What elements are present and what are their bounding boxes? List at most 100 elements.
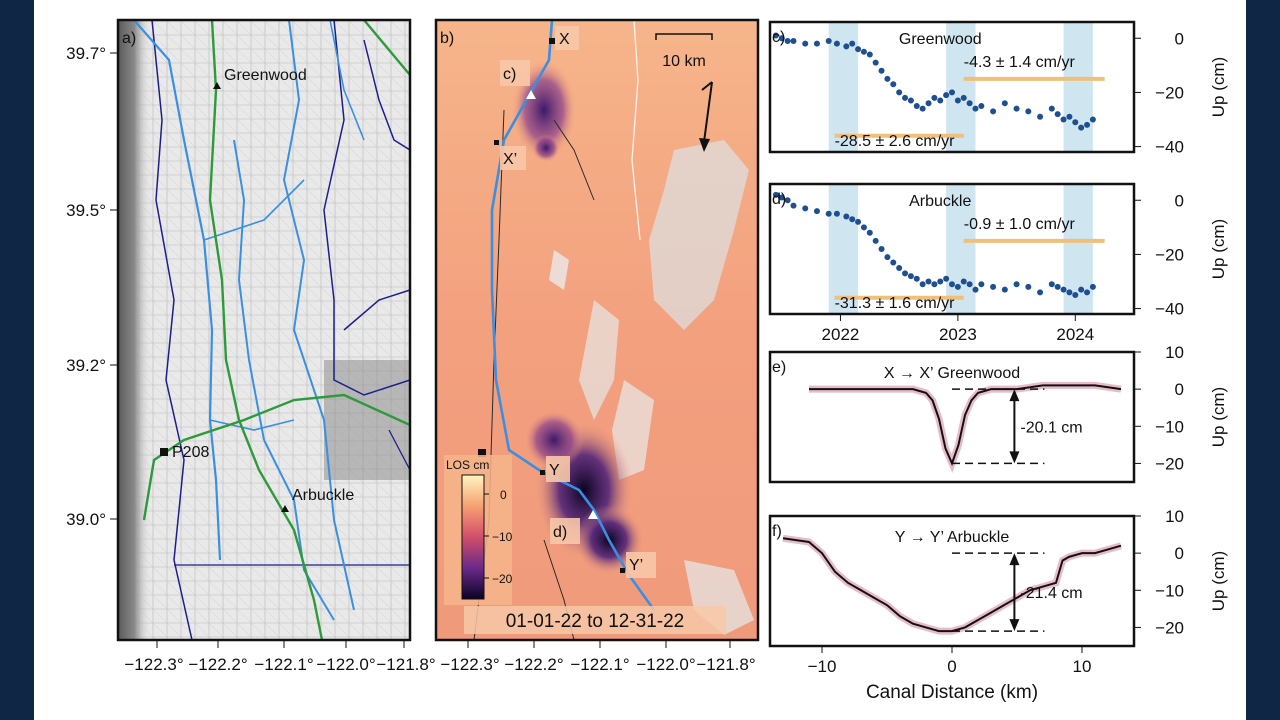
magnitude-annotation: -21.4 cm bbox=[1020, 585, 1082, 602]
data-point bbox=[778, 35, 785, 42]
y-tick-label: 0 bbox=[1175, 191, 1184, 210]
colorbar-tick: 0 bbox=[500, 488, 507, 502]
data-point bbox=[855, 46, 862, 53]
colorbar-tick: −20 bbox=[492, 572, 513, 586]
data-point bbox=[1060, 286, 1067, 293]
data-point bbox=[784, 37, 791, 44]
data-point bbox=[937, 97, 944, 104]
greenwood-label: Greenwood bbox=[224, 67, 307, 84]
lon-ticks-b: −122.3° −122.2° −122.1° −122.0° −121.8° bbox=[440, 640, 756, 674]
y-label: Y bbox=[549, 462, 560, 479]
data-point bbox=[1089, 116, 1096, 123]
data-point bbox=[960, 278, 967, 285]
data-point bbox=[931, 94, 938, 101]
chart-greenwood-profile: X → X’ Greenwood -20.1 cm e) 10 0 −10 −20 Up (c… bbox=[768, 343, 1228, 484]
panel-label: d) bbox=[772, 191, 786, 208]
lon-tick: −122.0° bbox=[636, 655, 695, 674]
data-point bbox=[1078, 286, 1085, 293]
rate-annotation: -0.9 ± 1.0 cm/yr bbox=[964, 216, 1076, 233]
panel-a-label: a) bbox=[122, 30, 136, 47]
arrowhead-down bbox=[1009, 451, 1020, 464]
data-point bbox=[919, 281, 926, 288]
season-band bbox=[828, 184, 859, 314]
c-label: c) bbox=[503, 66, 516, 83]
y-prime-marker bbox=[620, 568, 625, 573]
arrowhead-up bbox=[1009, 389, 1020, 402]
data-point bbox=[878, 246, 885, 252]
lon-tick: −122.3° bbox=[440, 655, 499, 674]
data-point bbox=[954, 283, 961, 290]
y-tick-label: 0 bbox=[1175, 380, 1184, 399]
arbuckle-marker-b bbox=[588, 510, 598, 519]
x-tick-label: 2023 bbox=[939, 325, 977, 344]
data-point bbox=[772, 191, 779, 198]
data-point bbox=[966, 281, 973, 288]
lon-tick: −122.3° bbox=[124, 655, 183, 674]
chart-arbuckle-profile: Y → Y’ Arbuckle -21.4 cm f) 10 0 −10 −20 Up (cm… bbox=[768, 507, 1228, 703]
x-tick-label: 10 bbox=[1073, 657, 1092, 676]
greenwood-marker-b bbox=[526, 90, 536, 99]
data-point bbox=[843, 43, 850, 50]
data-point bbox=[896, 89, 903, 96]
lon-tick: −122.0° bbox=[316, 655, 375, 674]
panel-label: c) bbox=[772, 29, 785, 46]
colorbar-tick: −10 bbox=[492, 530, 513, 544]
data-point bbox=[890, 259, 897, 266]
y-tick-label: −20 bbox=[1155, 245, 1184, 264]
data-point bbox=[925, 100, 932, 107]
chart-title: X → X’ Greenwood bbox=[884, 365, 1020, 382]
data-point bbox=[802, 205, 809, 212]
data-point bbox=[1013, 281, 1020, 288]
data-point bbox=[913, 102, 920, 109]
y-axis-label: Up (cm) bbox=[1209, 57, 1228, 117]
y-tick-label: 0 bbox=[1175, 544, 1184, 563]
rate-annotation: -31.3 ± 1.6 cm/yr bbox=[835, 295, 956, 312]
chart-title: Arbuckle bbox=[909, 193, 971, 210]
plot-frame bbox=[768, 20, 1136, 154]
data-point bbox=[937, 278, 944, 285]
arrowhead-down bbox=[1009, 619, 1020, 632]
data-point bbox=[849, 216, 856, 223]
map-panel-a: Greenwood P208 Arbuckle a) bbox=[116, 18, 412, 642]
data-point bbox=[790, 202, 797, 209]
data-point bbox=[1066, 289, 1073, 296]
y-axis-label: Up (cm) bbox=[1209, 551, 1228, 611]
data-point bbox=[866, 229, 873, 236]
y-tick-label: −10 bbox=[1155, 581, 1184, 600]
data-point bbox=[1037, 289, 1044, 296]
lon-ticks-a: −122.3° −122.2° −122.1° −122.0° −121.8° bbox=[124, 640, 436, 674]
data-point bbox=[978, 281, 985, 288]
data-point bbox=[1072, 119, 1079, 126]
data-point bbox=[855, 218, 862, 225]
data-point bbox=[954, 97, 961, 104]
data-point bbox=[860, 48, 867, 55]
flight-direction-arrowhead bbox=[699, 138, 710, 152]
data-point bbox=[907, 273, 914, 280]
season-band bbox=[1063, 22, 1093, 152]
y-tick-label: −40 bbox=[1155, 138, 1184, 157]
data-point bbox=[1048, 105, 1055, 112]
arrowhead-up bbox=[1009, 553, 1020, 566]
data-point bbox=[813, 40, 820, 47]
flight-direction-arrow bbox=[701, 81, 713, 143]
y-axis-label: Up (cm) bbox=[1209, 219, 1228, 279]
colorbar-title: LOS cm bbox=[446, 458, 489, 472]
data-point bbox=[972, 105, 979, 112]
figure: Greenwood P208 Arbuckle a) 39.7° 39.5° 3… bbox=[34, 0, 1246, 720]
x-axis-label: Canal Distance (km) bbox=[866, 682, 1038, 703]
data-point bbox=[1054, 283, 1061, 290]
p208-label: P208 bbox=[172, 444, 209, 461]
y-tick-label: −20 bbox=[1155, 83, 1184, 102]
data-point bbox=[872, 59, 879, 66]
y-tick-label: −20 bbox=[1155, 618, 1184, 637]
data-point bbox=[860, 224, 867, 231]
data-point bbox=[833, 40, 840, 47]
x-tick-label: 2022 bbox=[822, 325, 860, 344]
chart-arbuckle-timeseries: Arbuckle -0.9 ± 1.0 cm/yr -31.3 ± 1.6 cm/y… bbox=[768, 182, 1228, 344]
chart-title: Y → Y’ Arbuckle bbox=[895, 529, 1010, 546]
magnitude-annotation: -20.1 cm bbox=[1020, 419, 1082, 436]
plot-frame bbox=[768, 182, 1136, 316]
data-point bbox=[843, 213, 850, 220]
x-tick-label: 0 bbox=[947, 657, 956, 676]
data-point bbox=[972, 286, 979, 293]
